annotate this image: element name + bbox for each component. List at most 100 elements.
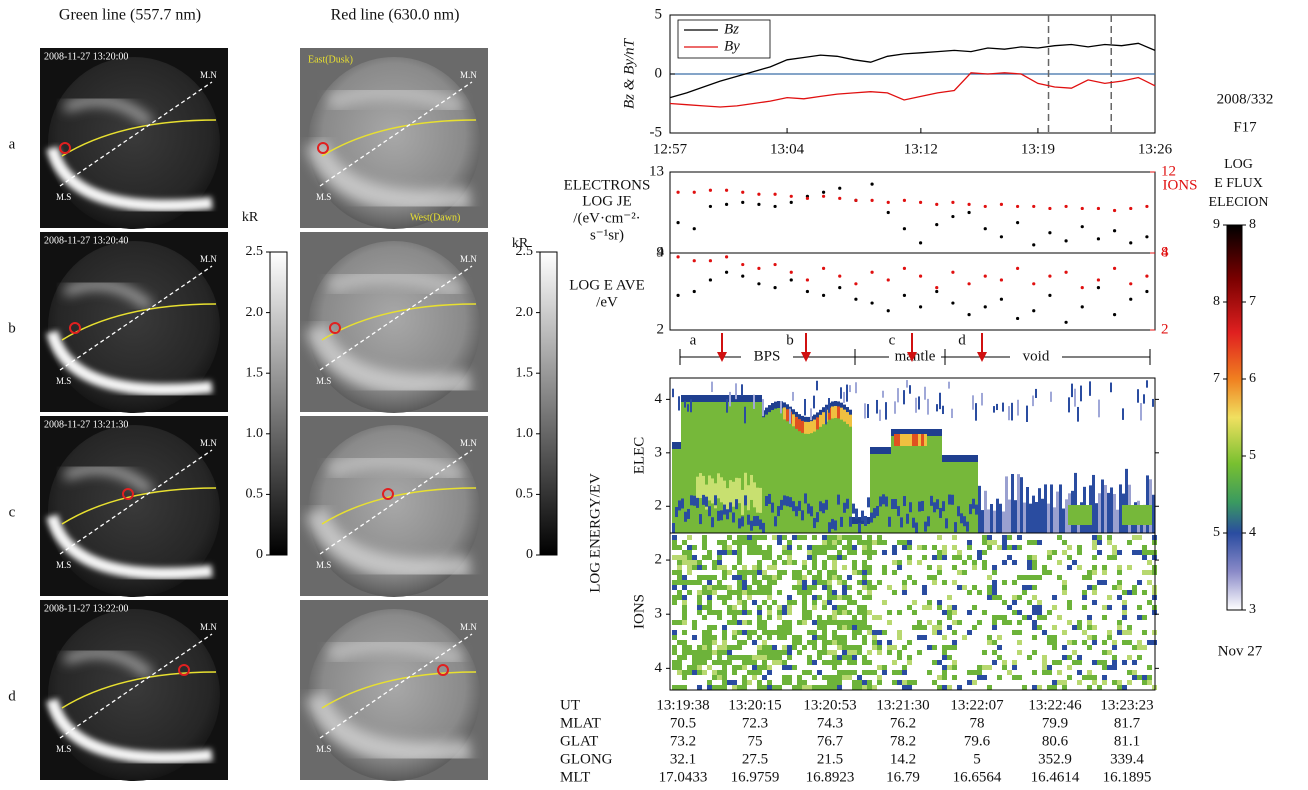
spectrogram-cell <box>1042 665 1047 670</box>
spectrogram-cell <box>729 480 732 506</box>
spectrogram-cell <box>762 650 767 655</box>
spectrogram-cell <box>782 535 787 540</box>
spectrogram-cell <box>1067 640 1072 645</box>
spectrogram-cell <box>1127 540 1132 545</box>
spectrogram-cell <box>697 665 702 670</box>
spectrogram-cell <box>747 550 752 555</box>
spectrogram-cell <box>677 685 682 690</box>
spectrogram-cell <box>828 522 831 533</box>
spectrogram-cell <box>879 447 882 454</box>
spectrogram-cell <box>862 670 867 675</box>
data-dot <box>676 221 680 225</box>
spectrogram-cell <box>894 432 897 533</box>
spectrogram-cell <box>1077 625 1082 630</box>
spectrogram-cell <box>1067 620 1072 625</box>
red-title: Red line (630.0 nm) <box>331 7 460 24</box>
spectrogram-cell <box>737 560 742 565</box>
colorbar-tick-label: 2.0 <box>516 305 534 320</box>
spectrogram-cell <box>1067 545 1072 550</box>
spectrogram-cell <box>1147 550 1152 555</box>
spectrogram-cell <box>957 620 962 625</box>
spectrogram-cell <box>707 585 712 590</box>
spectrogram-cell <box>687 404 689 412</box>
spectrogram-cell <box>1047 665 1052 670</box>
spectrogram-cell <box>957 685 962 690</box>
spectrogram-cell <box>846 410 849 533</box>
spectrogram-cell <box>924 521 927 532</box>
spectrogram-cell <box>852 570 857 575</box>
data-dot <box>902 227 907 231</box>
spectrogram-cell <box>842 595 847 600</box>
table-cell: 339.4 <box>1110 751 1144 767</box>
spectrogram-cell <box>999 503 1002 533</box>
colorbar-tick-label: 0 <box>256 547 263 562</box>
spectrogram-cell <box>867 517 870 524</box>
spectrogram-cell <box>757 560 762 565</box>
spectrogram-cell <box>802 685 807 690</box>
spectrogram-cell <box>767 580 772 585</box>
spectrogram-cell <box>762 640 767 645</box>
spectrogram-cell <box>732 655 737 660</box>
mn-label: M.N <box>200 254 217 264</box>
spectrogram-cell <box>939 429 942 436</box>
spectrogram-cell <box>825 499 828 510</box>
spectrogram-cell <box>897 560 902 565</box>
spectrogram-cell <box>873 447 876 454</box>
meridian <box>59 633 213 739</box>
spectrogram-cell <box>747 535 752 540</box>
spectrogram-cell <box>726 398 729 533</box>
spectrogram-cell <box>1062 508 1065 533</box>
spectrogram-cell <box>792 665 797 670</box>
spectrogram-cell <box>837 640 842 645</box>
spectrogram-cell <box>702 650 707 655</box>
aurora-glow <box>326 82 464 117</box>
spectrogram-cell <box>807 570 812 575</box>
data-dot <box>902 266 907 270</box>
spectrogram-cell <box>682 550 687 555</box>
spectrogram-cell <box>714 495 717 506</box>
spectrogram-cell <box>822 625 827 630</box>
row-label: b <box>8 320 16 336</box>
spectrogram-cell <box>937 630 942 635</box>
spectrogram-cell <box>747 585 752 590</box>
spectrogram-cell <box>1137 675 1142 680</box>
spectrogram-cell <box>786 404 789 412</box>
spectrogram-cell <box>1092 540 1097 545</box>
spectrogram-cell <box>804 416 807 424</box>
spectrogram-cell <box>837 625 842 630</box>
spectrogram-cell <box>702 585 707 590</box>
spectrogram-cell <box>1002 540 1007 545</box>
spectrogram-cell <box>972 455 975 462</box>
spectrogram-cell <box>804 493 807 504</box>
spectrogram-cell <box>888 450 891 533</box>
ms-label: M.S <box>56 376 71 386</box>
spectrogram-cell <box>837 605 842 610</box>
spectrogram-cell <box>843 407 846 533</box>
spectrogram-cell <box>1132 590 1137 595</box>
spectrogram-cell <box>757 605 762 610</box>
spectrogram-cell <box>857 570 862 575</box>
spectrogram-cell <box>977 665 982 670</box>
spectrogram-cell <box>702 635 707 640</box>
spectrogram-cell <box>752 580 757 585</box>
spectrogram-cell <box>877 645 882 650</box>
spectrogram-cell <box>747 540 752 545</box>
spectrogram-cell <box>1002 620 1007 625</box>
colorbar-tick-label: 1.5 <box>246 365 264 380</box>
spectrogram-cell <box>917 625 922 630</box>
spectrogram-cell <box>812 600 817 605</box>
spectrogram-cell <box>747 590 752 595</box>
data-dot <box>789 278 793 282</box>
spectrogram-cell <box>847 575 852 580</box>
spectrogram-cell <box>717 560 722 565</box>
spectrogram-cell <box>951 494 954 505</box>
spectrogram-cell <box>842 590 847 595</box>
spectrogram-cell <box>1117 580 1122 585</box>
table-cell: 13:20:15 <box>728 697 781 713</box>
spectrogram-cell <box>870 447 873 454</box>
spectrogram-cell <box>1122 640 1127 645</box>
spectrogram-cell <box>1002 580 1007 585</box>
spectrogram-cell <box>975 403 977 421</box>
data-dot <box>918 200 923 204</box>
spectrogram-cell <box>708 475 711 501</box>
